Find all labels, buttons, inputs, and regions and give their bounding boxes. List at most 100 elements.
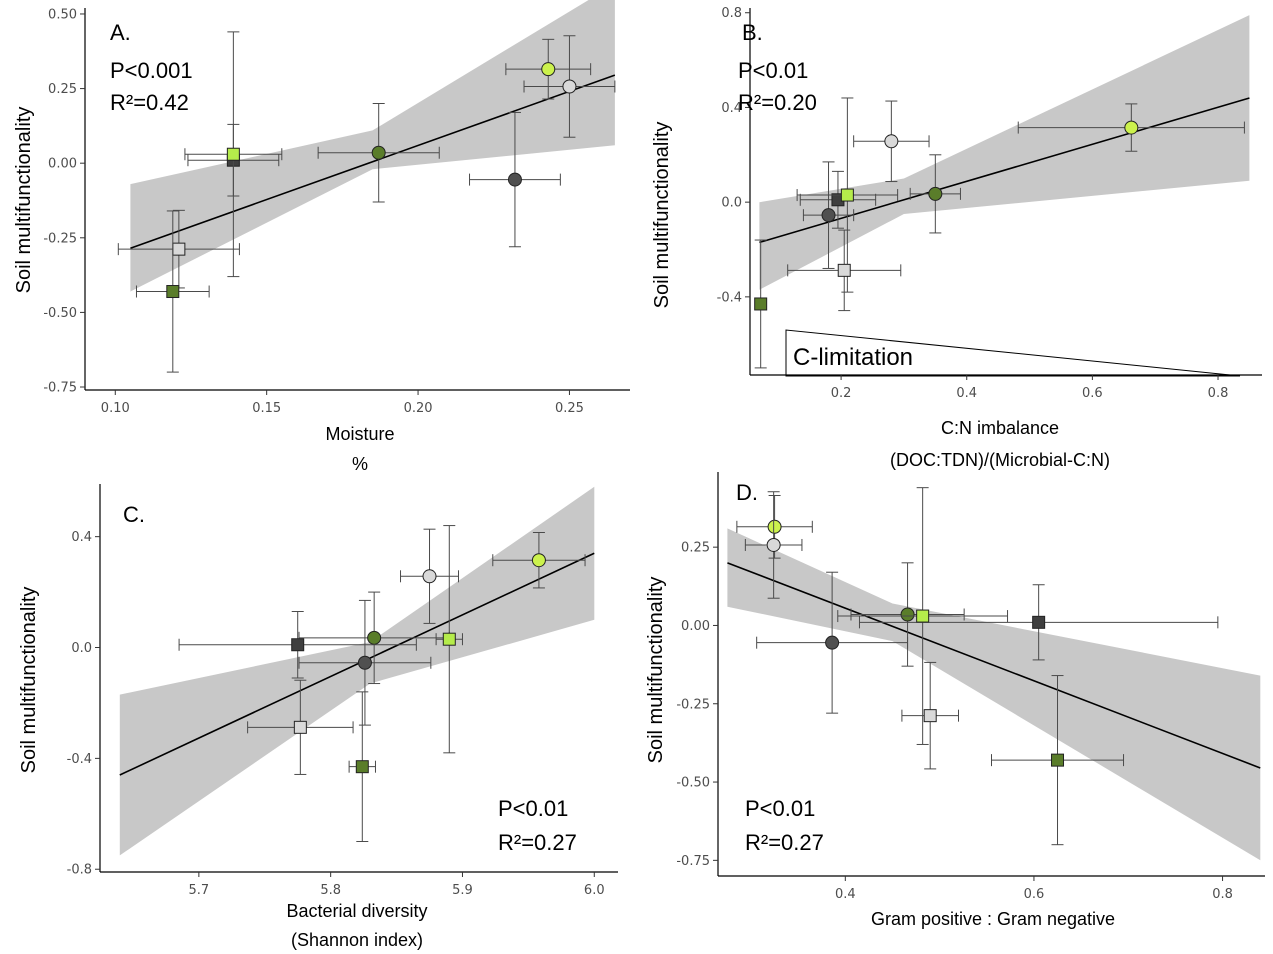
data-point [901,661,959,770]
point-marker [928,186,943,201]
point-marker [422,569,437,584]
stats-text: R²=0.27 [745,830,824,855]
point-marker [541,62,556,77]
x-axis-title: Bacterial diversity [286,901,427,921]
confidence-band [119,486,595,856]
x-axis-title: Gram positive : Gram negative [871,909,1115,929]
y-tick-label: 0.25 [681,541,710,556]
data-point [853,100,930,183]
data-point [523,35,616,138]
x-axis-title: Moisture [325,424,394,444]
x-tick-label: 0.8 [1212,887,1233,902]
data-point [348,691,376,843]
point-marker [766,537,781,552]
y-tick-label: -0.4 [717,290,742,305]
data-point [247,679,354,775]
confidence-band [759,15,1250,290]
data-point [991,675,1125,846]
y-tick-label: -0.8 [67,863,92,878]
data-point [492,532,586,589]
data-point [802,161,855,269]
c-limitation-wedge [785,329,1241,377]
regression-line [119,552,595,776]
stats-text: R²=0.42 [110,90,189,115]
y-tick-label: 0.0 [721,196,742,211]
x-axis-subtitle: (DOC:TDN)/(Microbial-C:N) [890,450,1110,470]
y-tick-label: 0.4 [71,530,92,545]
panel-label: A. [110,20,131,45]
regression-line [130,74,616,249]
stats-text: P<0.001 [110,58,193,83]
y-tick-label: 0.00 [48,157,77,172]
y-tick-label: -0.25 [43,231,77,246]
point-marker [355,760,369,774]
data-point [850,562,965,667]
data-point [796,97,899,293]
y-tick-label: -0.50 [676,776,710,791]
x-tick-label: 0.4 [956,386,977,401]
y-tick-label: 0.50 [48,7,77,22]
point-marker [754,297,768,311]
y-axis-title: Soil multifunctionality [13,107,35,294]
point-marker [226,147,240,161]
y-axis-title: Soil multifunctionality [651,122,673,309]
data-point [135,210,210,373]
stats-text: R²=0.20 [738,90,817,115]
stats-text: P<0.01 [498,796,568,821]
data-point [799,170,877,229]
data-point [837,487,1009,745]
panel-d: 0.4 0.6 0.8 -0.75 -0.50 -0.25 0.00 0.25 D. P<0.01… [645,472,1265,929]
y-tick-label: 0.8 [721,6,742,21]
x-tick-label: 0.6 [1082,386,1103,401]
x-tick-label: 5.9 [452,883,473,898]
data-point [184,31,283,278]
y-tick-label: 0.0 [71,641,92,656]
y-tick-label: -0.50 [43,306,77,321]
point-marker [357,655,372,670]
y-tick-label: 0.25 [48,82,77,97]
point-marker [837,263,851,277]
confidence-band [130,0,615,292]
point-marker [767,519,782,534]
data-point [1017,103,1245,152]
y-tick-label: -0.75 [43,381,77,396]
x-axis-subtitle: % [352,454,368,474]
x-tick-label: 6.0 [584,883,605,898]
stats-text: P<0.01 [745,796,815,821]
x-axis-subtitle: (Shannon index) [291,930,423,950]
point-marker [172,242,186,256]
x-tick-label: 0.10 [101,401,130,416]
y-tick-label: -0.75 [676,854,710,869]
data-point [744,491,803,599]
x-tick-label: 0.4 [835,887,856,902]
data-point [298,599,432,726]
panel-label: C. [123,502,145,527]
c-limitation-label: C-limitation [793,344,913,371]
point-marker [1032,615,1046,629]
x-tick-label: 5.7 [189,883,210,898]
point-marker [1051,753,1065,767]
data-point [909,154,961,234]
confidence-band [727,528,1261,861]
point-marker [916,609,930,623]
point-marker [821,208,836,223]
x-tick-label: 0.25 [555,401,584,416]
point-marker [291,638,305,652]
data-point [178,610,417,679]
stats-text: P<0.01 [738,58,808,83]
x-axis-title: C:N imbalance [941,418,1059,438]
point-marker [442,632,456,646]
point-marker [293,720,307,734]
x-tick-label: 0.15 [252,401,281,416]
regression-line [759,97,1250,244]
y-tick-label: -0.25 [676,697,710,712]
data-point [469,111,561,248]
y-tick-label: 0.00 [681,619,710,634]
point-marker [507,172,522,187]
point-marker [900,607,915,622]
point-marker [367,630,382,645]
x-tick-label: 0.2 [831,386,852,401]
y-tick-label: -0.4 [67,752,92,767]
